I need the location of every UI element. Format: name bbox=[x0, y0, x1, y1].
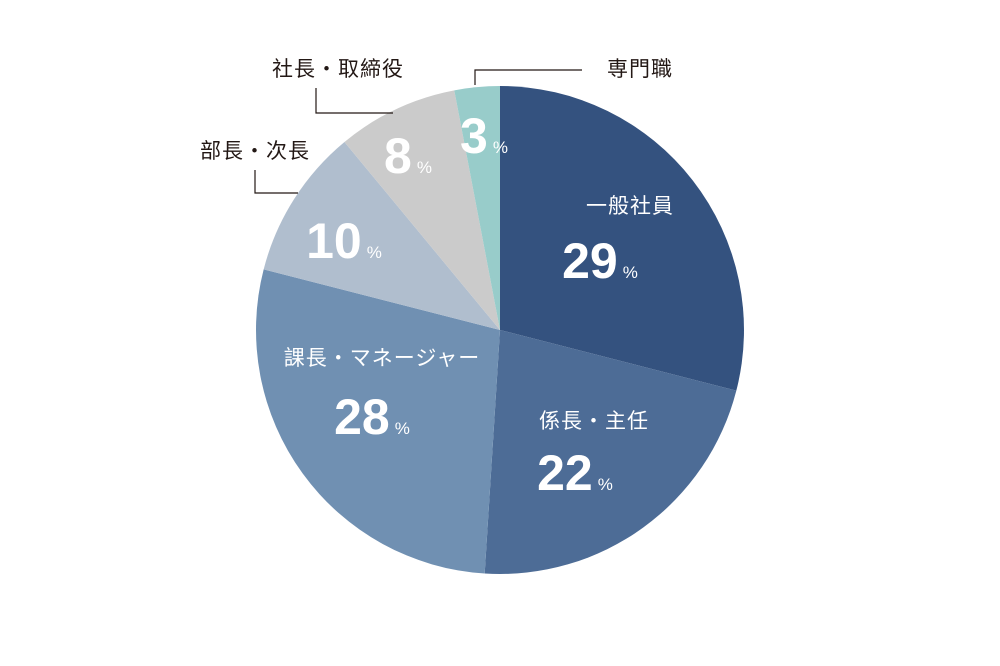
pie-slice bbox=[454, 86, 500, 330]
leader-line bbox=[315, 88, 393, 114]
category-label: 一般社員 bbox=[586, 194, 674, 218]
category-label: 課長・マネージャー bbox=[284, 346, 481, 370]
pie-slice bbox=[263, 141, 500, 330]
category-label: 社長・取締役 bbox=[272, 57, 404, 81]
category-label: 専門職 bbox=[607, 57, 673, 81]
pie-slice bbox=[500, 86, 744, 391]
leader-line bbox=[474, 69, 582, 85]
pie-slice bbox=[484, 330, 737, 575]
value-label: 8% bbox=[384, 128, 432, 184]
pie-slice bbox=[256, 269, 500, 574]
value-label: 10% bbox=[306, 213, 382, 269]
leader-line bbox=[254, 170, 298, 194]
value-label: 22% bbox=[537, 445, 613, 501]
category-label: 係長・主任 bbox=[539, 409, 649, 433]
category-label: 部長・次長 bbox=[200, 139, 310, 163]
slice-labels: 一般社員 29 % 係長・主任 22 % 課長・マネージャー 28 % 部長・次長 10 % 社長・取締… bbox=[200, 57, 674, 501]
pie-slices bbox=[256, 86, 744, 575]
value-label: 29% bbox=[562, 233, 638, 289]
leader-lines bbox=[254, 69, 582, 194]
value-label: 28% bbox=[334, 389, 410, 445]
pie-slice bbox=[344, 90, 500, 330]
value-label: 3% bbox=[460, 108, 508, 164]
